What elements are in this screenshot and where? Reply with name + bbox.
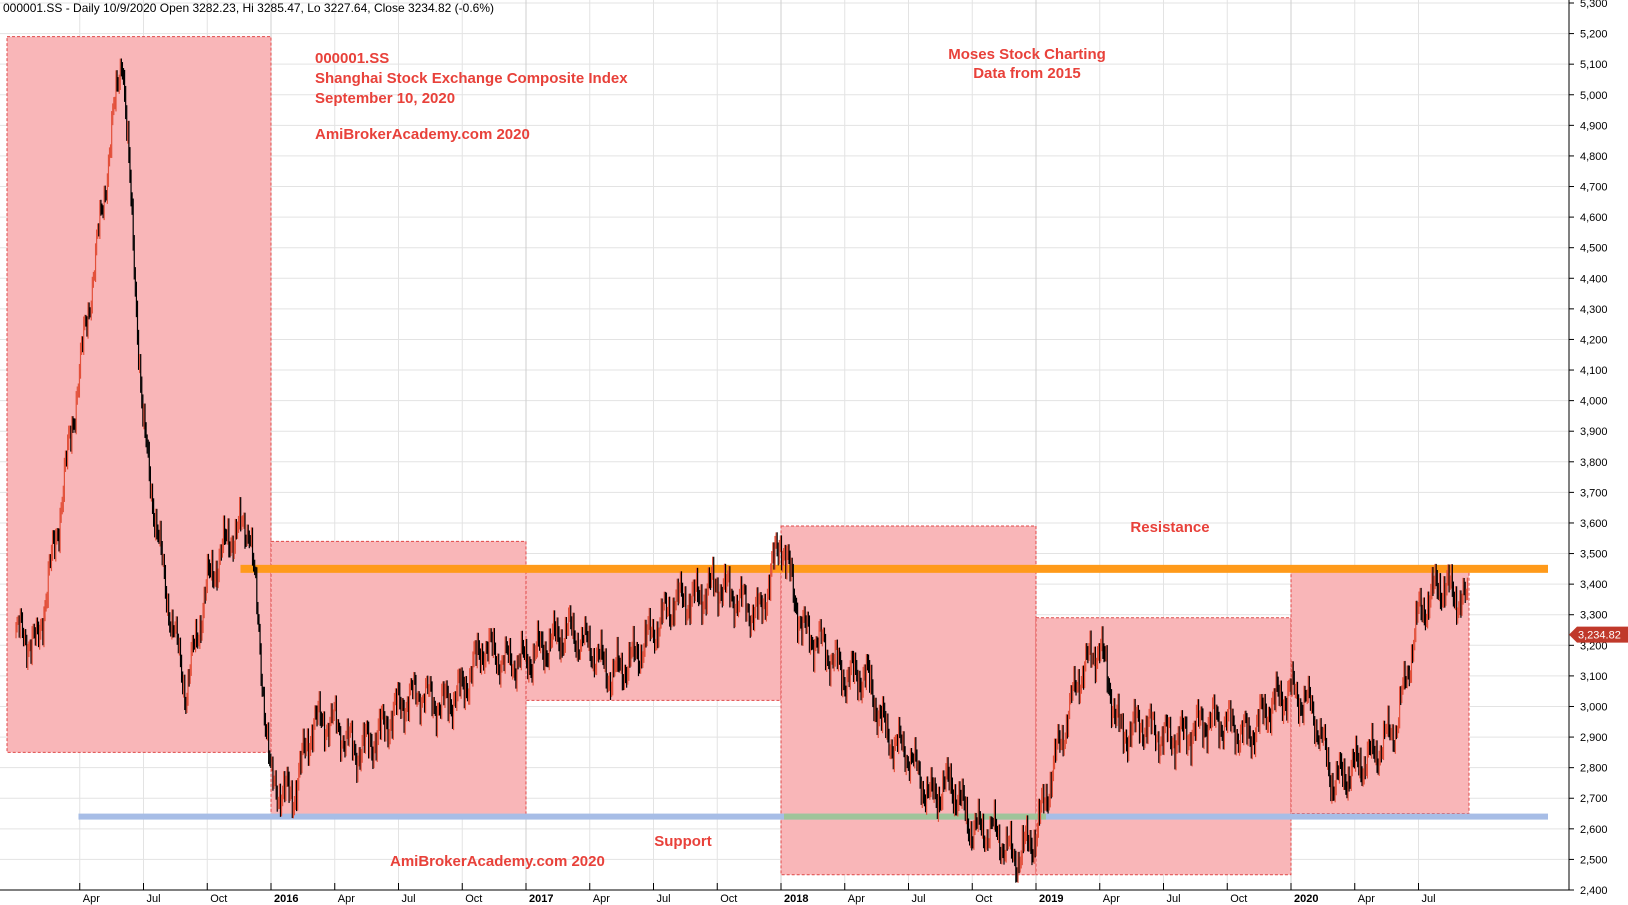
chart-header-info: 000001.SS - Daily 10/9/2020 Open 3282.23… xyxy=(3,1,494,15)
annotation-watermark-bottom: AmiBrokerAcademy.com 2020 xyxy=(390,853,605,870)
y-tick-label: 3,000 xyxy=(1580,701,1608,713)
x-tick-label: 2018 xyxy=(784,893,808,905)
annotation-moses: Moses Stock Charting xyxy=(948,46,1106,63)
x-tick-label: Jul xyxy=(1422,893,1436,905)
annotation-index-name: Shanghai Stock Exchange Composite Index xyxy=(315,70,628,87)
x-tick-label: Apr xyxy=(83,893,100,905)
y-tick-label: 3,300 xyxy=(1580,610,1608,622)
y-tick-label: 2,900 xyxy=(1580,732,1608,744)
y-tick-label: 3,800 xyxy=(1580,457,1608,469)
x-tick-label: 2019 xyxy=(1039,893,1063,905)
y-tick-label: 2,700 xyxy=(1580,793,1608,805)
annotation-data-from: Data from 2015 xyxy=(973,65,1081,82)
y-tick-label: 4,400 xyxy=(1580,273,1608,285)
y-tick-label: 3,400 xyxy=(1580,579,1608,591)
x-tick-label: Jul xyxy=(1167,893,1181,905)
y-tick-label: 3,200 xyxy=(1580,640,1608,652)
annotation-date: September 10, 2020 xyxy=(315,90,455,107)
annotation-resistance: Resistance xyxy=(1130,519,1209,536)
x-tick-label: Apr xyxy=(1358,893,1375,905)
y-tick-label: 4,000 xyxy=(1580,396,1608,408)
resistance-line xyxy=(240,564,1548,573)
y-tick-label: 4,500 xyxy=(1580,243,1608,255)
x-tick-label: Apr xyxy=(1103,893,1120,905)
x-tick-label: Oct xyxy=(465,893,482,905)
y-tick-label: 3,500 xyxy=(1580,549,1608,561)
y-tick-label: 4,300 xyxy=(1580,304,1608,316)
y-tick-label: 4,600 xyxy=(1580,212,1608,224)
x-tick-label: Jul xyxy=(912,893,926,905)
y-tick-label: 2,600 xyxy=(1580,824,1608,836)
zone-box-2015 xyxy=(6,36,272,753)
level-lines xyxy=(78,564,1548,820)
zone-boxes xyxy=(6,36,1470,876)
y-tick-label: 2,400 xyxy=(1580,885,1608,897)
x-tick-label: Jul xyxy=(402,893,416,905)
annotation-symbol: 000001.SS xyxy=(315,50,389,67)
x-tick-label: 2017 xyxy=(529,893,553,905)
y-tick-label: 4,800 xyxy=(1580,151,1608,163)
annotation-support: Support xyxy=(654,833,712,850)
x-tick-label: Oct xyxy=(210,893,227,905)
y-tick-label: 2,800 xyxy=(1580,763,1608,775)
price-candles xyxy=(15,58,1468,883)
x-tick-label: Oct xyxy=(975,893,992,905)
x-tick-label: Oct xyxy=(720,893,737,905)
last-price-badge xyxy=(1569,626,1628,643)
last-price-marker: 3,234.82 xyxy=(1569,626,1628,643)
zone-box-2020 xyxy=(1290,565,1470,815)
y-tick-label: 5,100 xyxy=(1580,59,1608,71)
x-tick-label: Jul xyxy=(657,893,671,905)
annotation-watermark-top: AmiBrokerAcademy.com 2020 xyxy=(315,126,530,143)
y-tick-label: 4,200 xyxy=(1580,334,1608,346)
y-tick-label: 3,900 xyxy=(1580,426,1608,438)
zone-box-2018 xyxy=(780,525,1037,876)
support-line-overlap xyxy=(784,813,1046,820)
zone-box-2016 xyxy=(270,540,527,818)
x-tick-label: 2020 xyxy=(1294,893,1318,905)
y-tick-label: 5,300 xyxy=(1580,0,1608,10)
y-tick-label: 3,700 xyxy=(1580,487,1608,499)
y-tick-label: 3,600 xyxy=(1580,518,1608,530)
y-axis-ticks: 2,400 2,500 2,600 2,700 2,800 2,900 3,000 3,100… xyxy=(1569,0,1608,897)
x-tick-label: Apr xyxy=(593,893,610,905)
y-tick-label: 3,100 xyxy=(1580,671,1608,683)
y-tick-label: 2,500 xyxy=(1580,854,1608,866)
y-tick-label: 4,700 xyxy=(1580,182,1608,194)
x-tick-label: Jul xyxy=(147,893,161,905)
x-tick-label: Apr xyxy=(338,893,355,905)
last-price-label: 3,234.82 xyxy=(1578,630,1621,642)
y-tick-label: 5,000 xyxy=(1580,90,1608,102)
y-tick-label: 4,900 xyxy=(1580,120,1608,132)
x-tick-label: Oct xyxy=(1230,893,1247,905)
y-tick-label: 5,200 xyxy=(1580,29,1608,41)
x-tick-label: 2016 xyxy=(274,893,298,905)
x-axis-ticks: Apr Jul Oct 2016 Apr Jul Oct 2017 Apr Jul Oct 2018 A… xyxy=(79,883,1436,905)
y-tick-label: 4,100 xyxy=(1580,365,1608,377)
x-tick-label: Apr xyxy=(848,893,865,905)
